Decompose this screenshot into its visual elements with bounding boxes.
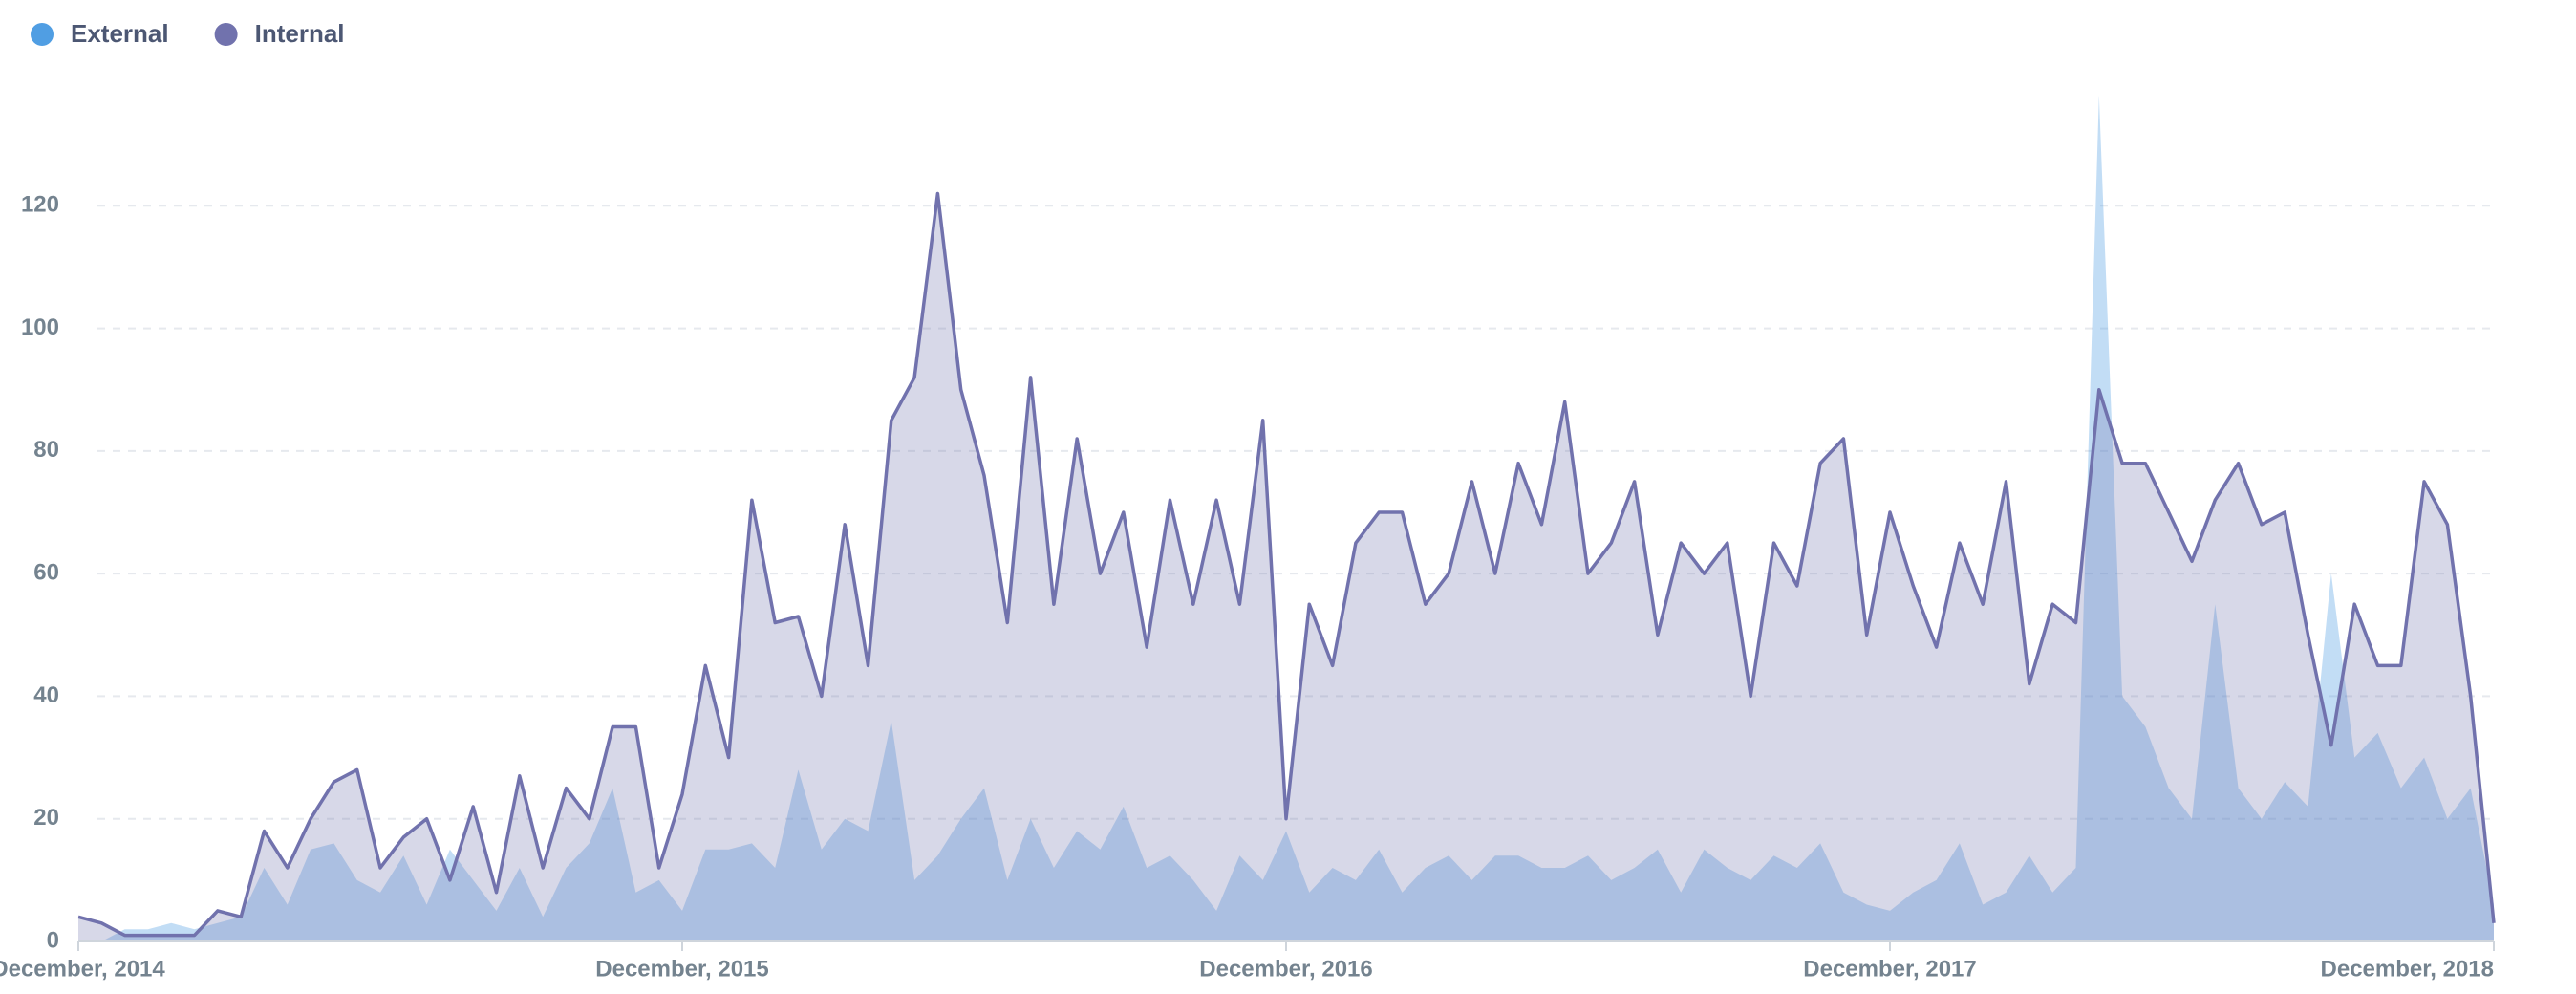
- legend-label[interactable]: External: [71, 19, 169, 48]
- area: [78, 193, 2494, 941]
- legend-swatch[interactable]: [31, 23, 54, 46]
- x-tick-label: December, 2018: [2321, 956, 2494, 982]
- y-tick-label: 0: [47, 927, 59, 953]
- y-tick-label: 40: [33, 682, 59, 708]
- y-tick-label: 60: [33, 559, 59, 585]
- y-tick-label: 120: [21, 192, 59, 218]
- x-tick-label: December, 2015: [595, 956, 768, 982]
- y-tick-label: 80: [33, 437, 59, 463]
- y-tick-label: 20: [33, 805, 59, 831]
- legend-label[interactable]: Internal: [255, 19, 345, 48]
- x-tick-label: December, 2016: [1199, 956, 1372, 982]
- y-tick-label: 100: [21, 314, 59, 340]
- line: [77, 191, 2496, 938]
- x-tick-label: December, 2014: [0, 956, 165, 982]
- x-tick-label: December, 2017: [1803, 956, 1976, 982]
- area: [78, 95, 2494, 942]
- legend-swatch[interactable]: [214, 23, 238, 46]
